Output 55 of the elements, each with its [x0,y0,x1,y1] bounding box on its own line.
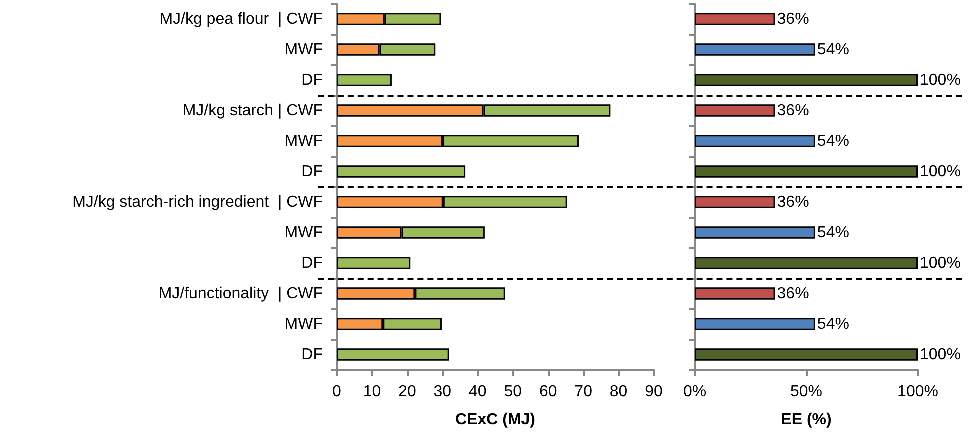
x-tick-label: 30 [434,384,452,400]
data-label: 36% [777,102,810,120]
x-axis-title: CExC (MJ) [455,412,536,428]
data-label: 54% [817,132,850,150]
data-label: 54% [817,316,850,333]
y-tick-label: DF [302,72,324,89]
bar [695,104,776,117]
x-axis-title: EE (%) [781,412,832,428]
data-label: 54% [817,41,850,58]
x-tick-label: 70 [574,384,593,400]
x-tick-label: 0 [332,384,342,400]
bar [695,348,918,361]
data-label: 100% [920,163,961,180]
bar [337,348,450,361]
y-tick-label: MJ/kg starch-rich ingredient | CWF [72,194,324,211]
x-tick-label: 80 [610,384,628,400]
bar [695,196,776,208]
data-label: 36% [777,10,810,28]
y-tick-label: DF [302,346,324,364]
bar [695,135,816,148]
data-label: 36% [777,285,810,302]
x-tick-label: 20 [398,384,416,400]
data-label: 100% [920,72,961,89]
x-tick-label: 100% [898,384,938,400]
data-label: 36% [777,194,810,211]
y-tick-label: MWF [284,224,324,242]
y-tick-label: MJ/kg pea flour | CWF [160,10,324,28]
bar [695,288,776,300]
x-tick-label: 50 [504,384,522,400]
bar [695,257,918,270]
y-tick-label: MJ/functionality | CWF [158,285,324,302]
bar [695,318,816,330]
y-tick-label: MWF [284,41,324,58]
bar [337,257,411,270]
data-label: 54% [817,224,850,242]
x-tick-label: 0% [683,384,707,400]
x-tick-label: 40 [468,384,487,400]
x-tick-label: 60 [539,384,558,400]
y-tick-label: MJ/kg starch | CWF [182,102,324,120]
x-tick-label: 10 [363,384,382,400]
bar [337,74,392,86]
bar [695,166,918,178]
data-label: 100% [920,346,961,364]
bar [695,13,776,26]
bar [695,226,816,239]
bar [695,74,918,86]
x-tick-label: 50% [790,384,823,400]
y-tick-label: DF [302,163,324,180]
data-label: 100% [920,254,961,272]
bar [695,44,816,56]
x-tick-label: 90 [645,384,663,400]
y-tick-label: MWF [284,132,324,150]
y-tick-label: DF [302,254,324,272]
y-tick-label: MWF [284,316,324,333]
bar [337,166,466,178]
